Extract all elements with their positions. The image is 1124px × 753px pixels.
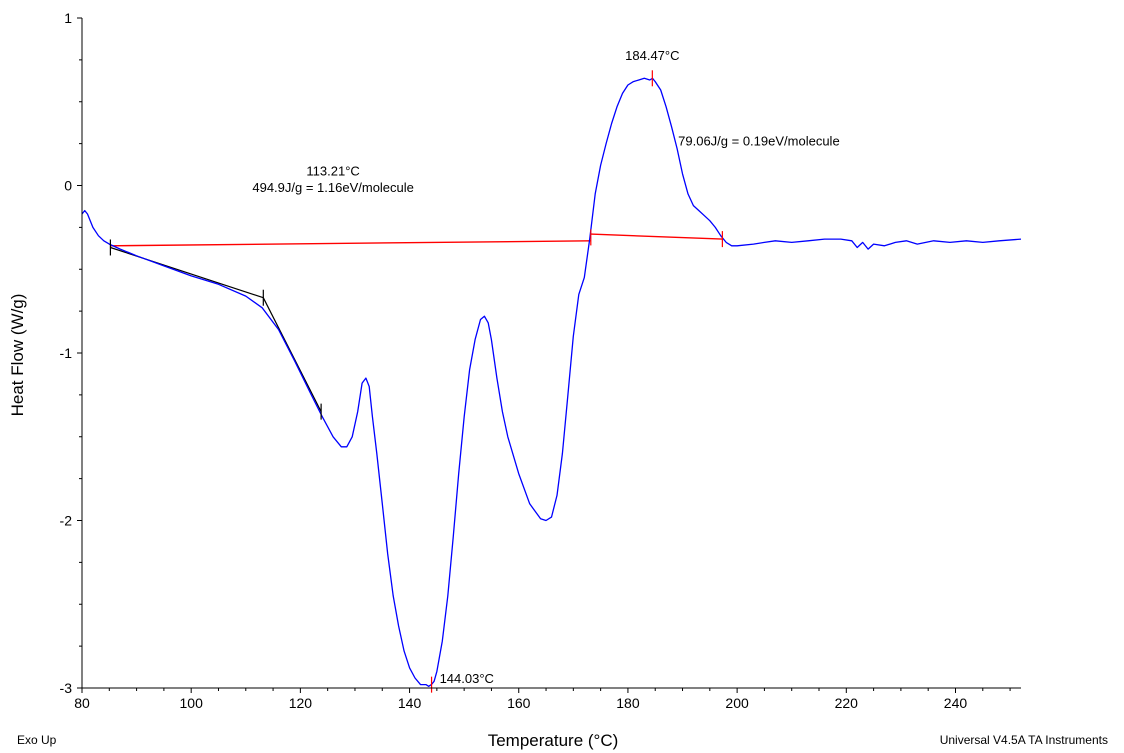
- integration-baseline: [110, 240, 591, 247]
- annotations: 184.47°C 79.06J/g = 0.19eV/molecule 113.21…: [252, 48, 839, 686]
- x-tick-label: 180: [616, 695, 640, 711]
- y-tick-label: -1: [60, 345, 73, 361]
- x-tick-label: 140: [398, 695, 422, 711]
- footer-exo-up: Exo Up: [17, 733, 57, 747]
- peak-annotation: 494.9J/g = 1.16eV/molecule: [252, 180, 414, 195]
- onset-tangent-line: [262, 297, 322, 412]
- plot-curves: [81, 70, 1022, 693]
- x-tick-label: 240: [944, 695, 968, 711]
- x-tick-label: 100: [180, 695, 204, 711]
- peak-annotation: 184.47°C: [625, 48, 679, 63]
- plot-axes: [77, 17, 1021, 693]
- x-tick-label: 220: [835, 695, 859, 711]
- x-tick-label: 160: [507, 695, 531, 711]
- y-tick-label: -2: [60, 513, 73, 529]
- y-tick-label: -3: [60, 680, 73, 696]
- peak-annotation: 113.21°C: [306, 163, 359, 178]
- footer-software: Universal V4.5A TA Instruments: [940, 733, 1108, 747]
- x-tick-label: 120: [289, 695, 313, 711]
- integration-baseline: [590, 233, 723, 240]
- y-axis-title: Heat Flow (W/g): [8, 294, 27, 417]
- x-tick-label: 80: [74, 695, 90, 711]
- heat-flow-curve: [81, 77, 1022, 687]
- peak-annotation: 144.03°C: [440, 671, 494, 686]
- tick-labels: 80 100 120 140 160 180 200 220 240 1 0 -1 -2 -3: [60, 10, 968, 711]
- x-axis-title: Temperature (°C): [488, 731, 619, 750]
- peak-annotation: 79.06J/g = 0.19eV/molecule: [678, 133, 840, 148]
- y-tick-label: 1: [64, 10, 72, 26]
- y-tick-label: 0: [64, 178, 72, 194]
- x-tick-label: 200: [725, 695, 749, 711]
